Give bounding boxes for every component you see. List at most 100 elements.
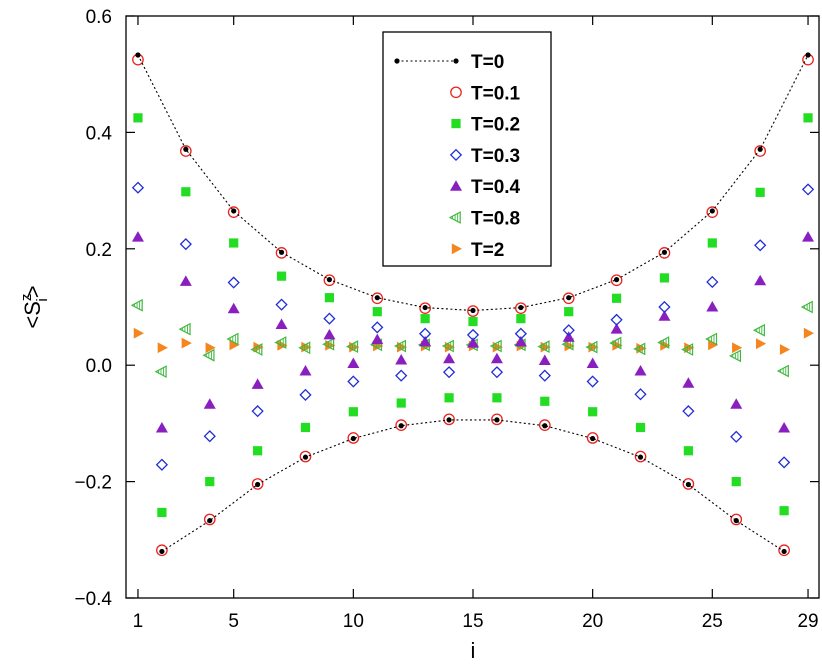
data-point: [250, 343, 263, 356]
data-point: [227, 302, 240, 314]
data-point: [684, 342, 695, 354]
data-point: [347, 375, 360, 388]
data-point: [538, 354, 551, 366]
series-t0-3: [131, 181, 815, 471]
data-point: [752, 323, 765, 337]
data-point: [203, 513, 216, 526]
data-point: [157, 507, 167, 518]
data-point: [396, 398, 406, 408]
data-point: [730, 398, 743, 409]
data-point: [586, 375, 599, 388]
data-point: [467, 305, 479, 317]
data-point: [612, 340, 623, 351]
data-point: [492, 341, 503, 353]
data-point: [251, 378, 264, 389]
data-point: [395, 419, 408, 431]
x-axis-label: i: [471, 638, 476, 663]
data-point: [538, 419, 551, 431]
data-point: [203, 398, 216, 409]
data-point: [637, 454, 644, 460]
data-point: [516, 314, 526, 324]
data-point: [754, 145, 767, 157]
data-point: [542, 423, 548, 429]
legend-entry: T=0.2: [451, 115, 520, 136]
data-point: [323, 312, 336, 325]
data-point: [322, 337, 335, 351]
data-point: [156, 544, 168, 557]
x-tick-label: 10: [343, 611, 364, 632]
axes-layer: −0.4−0.20.00.20.40.61 5 10 15 20 25 29: [74, 7, 820, 632]
data-point: [155, 458, 169, 471]
legend-label: T=0: [471, 52, 504, 73]
y-tick-label: 0.4: [86, 123, 113, 144]
data-point: [203, 430, 216, 443]
y-axis-label: <Szi>: [18, 285, 51, 328]
data-point: [682, 478, 695, 490]
data-point: [801, 183, 815, 196]
data-point: [251, 405, 264, 418]
data-point: [660, 340, 671, 351]
data-point: [682, 405, 695, 418]
data-point: [661, 249, 668, 255]
data-point: [610, 323, 623, 334]
data-point: [443, 413, 455, 426]
data-point: [466, 328, 480, 342]
data-point: [131, 181, 145, 194]
data-point: [514, 335, 527, 347]
data-point: [490, 352, 503, 364]
data-point: [468, 316, 478, 327]
series-t0: [135, 52, 811, 555]
data-point: [395, 353, 408, 365]
data-point: [251, 478, 264, 490]
legend-marker: [448, 211, 461, 224]
series-line-lower: [161, 419, 785, 552]
data-point: [397, 341, 408, 353]
data-point: [518, 304, 524, 311]
data-point: [803, 327, 815, 339]
data-point: [803, 113, 813, 123]
data-point: [609, 336, 622, 350]
legend-marker: [453, 58, 459, 64]
x-tick-label: 5: [228, 611, 239, 632]
data-point: [585, 340, 598, 354]
data-point: [470, 307, 476, 314]
data-point: [800, 300, 813, 314]
data-point: [733, 517, 739, 524]
data-point: [683, 446, 693, 456]
data-point: [732, 342, 743, 354]
data-point: [802, 231, 815, 242]
data-point: [346, 340, 359, 353]
data-point: [805, 52, 811, 58]
data-point: [374, 295, 380, 301]
x-tick-label: 15: [462, 611, 483, 632]
legend-entry: T=0.8: [448, 209, 520, 230]
data-point: [586, 357, 599, 368]
data-point: [709, 208, 715, 214]
data-point: [347, 357, 360, 368]
data-point: [731, 477, 741, 487]
legend-box: [382, 31, 552, 267]
data-point: [491, 413, 503, 426]
data-point: [562, 324, 575, 337]
y-tick-label: 0.0: [86, 356, 112, 377]
data-point: [443, 352, 456, 364]
series-layer: [130, 52, 815, 557]
data-point: [442, 366, 456, 379]
legend-entry: T=0: [394, 52, 504, 73]
data-point: [634, 365, 647, 376]
data-point: [728, 349, 742, 363]
data-point: [540, 396, 550, 406]
data-point: [537, 340, 550, 353]
data-point: [179, 275, 192, 286]
data-point: [776, 364, 789, 378]
data-point: [323, 328, 336, 340]
data-point: [299, 365, 312, 376]
data-point: [275, 298, 288, 311]
data-point: [515, 302, 527, 315]
data-point: [467, 337, 479, 348]
y-axis-label-main: <S: [20, 301, 45, 329]
data-point: [420, 314, 430, 324]
legend-marker: [450, 180, 462, 191]
data-point: [253, 341, 264, 353]
data-point: [586, 432, 599, 444]
